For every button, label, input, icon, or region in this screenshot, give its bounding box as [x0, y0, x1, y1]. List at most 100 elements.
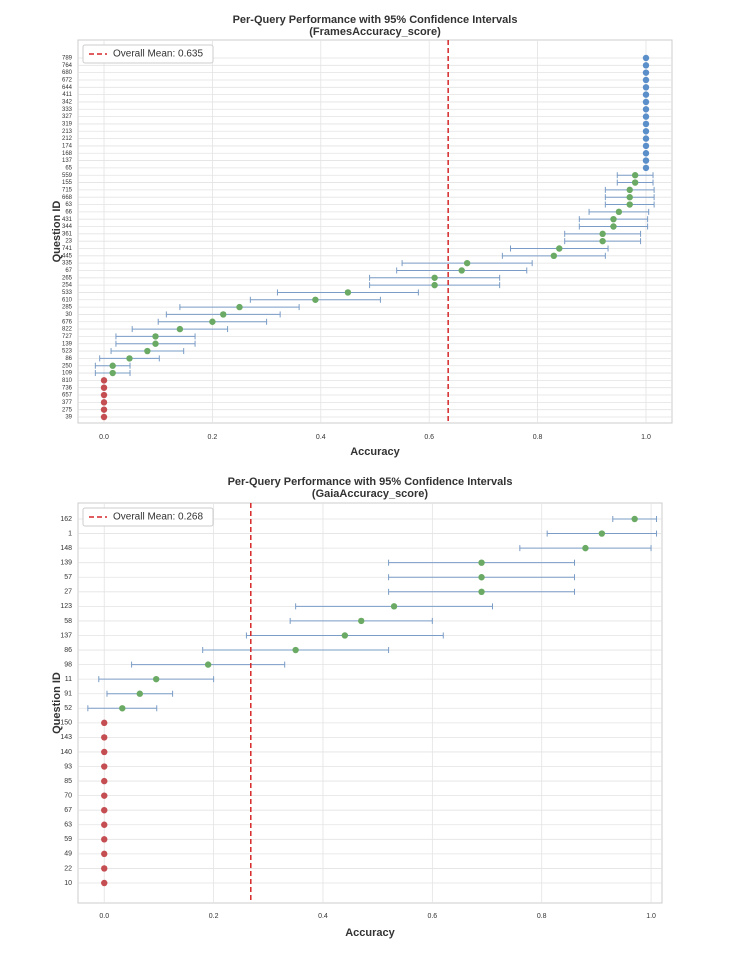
y-tick-label: 335: [62, 261, 73, 267]
point: [101, 865, 108, 872]
point: [119, 705, 126, 712]
y-tick-label: 610: [62, 297, 73, 303]
point: [101, 879, 108, 887]
y-tick-label: 445: [62, 253, 73, 259]
y-tick-label: 741: [62, 246, 73, 252]
y-tick-label: 212: [62, 136, 73, 142]
y-tick-label: 155: [62, 180, 73, 186]
x-tick-label: 0.4: [316, 434, 326, 441]
y-tick-label: 148: [60, 545, 72, 552]
point: [152, 340, 159, 347]
y-tick-label: 822: [62, 327, 73, 333]
point: [556, 245, 563, 252]
y-tick-label: 58: [64, 618, 72, 625]
x-axis-label: Accuracy: [345, 927, 395, 939]
x-tick-label: 0.2: [209, 913, 219, 920]
y-tick-label: 672: [62, 78, 73, 84]
point: [220, 311, 227, 318]
x-tick-label: 0.6: [427, 913, 437, 920]
y-tick-label: 275: [62, 407, 73, 413]
point: [478, 559, 485, 566]
y-tick-label: 59: [64, 836, 72, 843]
y-tick-label: 86: [65, 356, 72, 362]
legend-label: Overall Mean: 0.635: [113, 49, 203, 60]
y-tick-label: 789: [62, 56, 73, 62]
point: [100, 391, 108, 399]
point: [101, 850, 108, 858]
x-axis-label: Accuracy: [350, 446, 400, 458]
point: [615, 208, 623, 216]
y-tick-label: 86: [64, 647, 72, 654]
y-tick-label: 93: [64, 763, 72, 770]
point: [101, 792, 108, 799]
y-tick-label: 644: [62, 85, 73, 91]
y-tick-label: 52: [64, 705, 72, 712]
y-tick-label: 213: [62, 129, 73, 135]
x-tick-label: 0.6: [424, 434, 434, 441]
point: [642, 157, 650, 164]
point: [610, 223, 617, 230]
point: [100, 399, 108, 406]
point: [642, 135, 650, 142]
y-tick-label: 715: [62, 187, 73, 193]
x-tick-label: 0.2: [208, 434, 218, 441]
y-tick-label: 680: [62, 70, 73, 76]
y-tick-label: 162: [60, 516, 72, 523]
x-tick-label: 0.0: [99, 434, 109, 441]
point: [642, 54, 650, 62]
point: [642, 113, 650, 120]
point: [292, 646, 299, 654]
y-tick-label: 27: [64, 589, 72, 596]
point: [631, 172, 639, 179]
point: [109, 369, 116, 377]
y-tick-label: 139: [62, 341, 73, 347]
y-tick-label: 65: [65, 165, 72, 171]
y-tick-label: 377: [62, 400, 73, 406]
y-tick-label: 344: [62, 224, 73, 230]
point: [152, 675, 160, 683]
plot-area: [77, 39, 673, 424]
point: [109, 362, 116, 369]
y-tick-label: 30: [65, 312, 72, 318]
point: [136, 690, 143, 697]
y-tick-label: 63: [64, 822, 72, 829]
point: [390, 603, 398, 610]
y-tick-label: 67: [64, 807, 72, 814]
point: [144, 347, 151, 355]
y-tick-label: 123: [60, 603, 72, 610]
y-tick-label: 22: [64, 865, 72, 872]
point: [478, 588, 485, 595]
y-tick-label: 254: [62, 283, 73, 289]
point: [431, 281, 438, 289]
chart-subtitle: (FramesAccuracy_score): [309, 26, 441, 38]
y-tick-label: 727: [62, 334, 73, 340]
y-tick-label: 11: [65, 676, 72, 683]
point: [610, 215, 617, 223]
y-tick-label: 67: [65, 268, 72, 274]
chart-subtitle: (GaiaAccuracy_score): [312, 488, 429, 500]
y-tick-label: 676: [62, 319, 73, 325]
y-tick-label: 265: [62, 275, 73, 281]
point: [642, 150, 650, 157]
point: [100, 406, 108, 413]
y-tick-label: 137: [62, 158, 73, 164]
point: [599, 230, 606, 238]
x-tick-label: 1.0: [646, 913, 656, 920]
point: [631, 179, 639, 186]
point: [631, 515, 638, 523]
y-tick-label: 139: [60, 560, 72, 567]
legend-box: [82, 507, 214, 527]
y-tick-label: 559: [62, 173, 73, 179]
y-tick-label: 39: [65, 415, 72, 421]
point: [642, 120, 650, 128]
point: [236, 303, 243, 311]
point: [101, 734, 108, 741]
y-tick-label: 91: [64, 691, 72, 698]
y-axis-label: Question ID: [51, 672, 63, 734]
point: [626, 186, 633, 194]
y-tick-label: 523: [62, 349, 73, 355]
y-tick-label: 150: [60, 720, 72, 727]
point: [312, 296, 319, 303]
point: [101, 777, 108, 785]
y-tick-label: 285: [62, 305, 73, 311]
